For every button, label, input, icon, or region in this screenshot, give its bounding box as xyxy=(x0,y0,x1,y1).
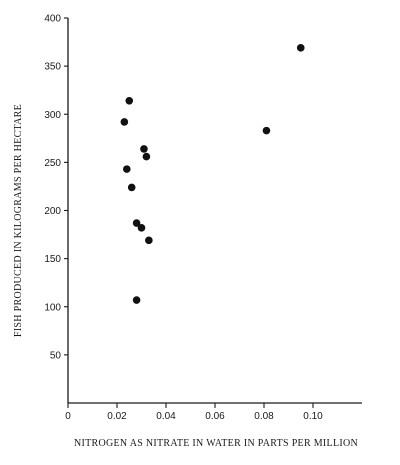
x-tick-label: 0.10 xyxy=(303,411,323,422)
data-point xyxy=(132,219,141,227)
x-axis-ticks: 0 0.02 0.04 0.06 0.08 0.10 xyxy=(65,403,323,422)
y-tick-label: 250 xyxy=(44,158,61,169)
x-tick-label: 0.08 xyxy=(254,411,274,422)
data-point xyxy=(132,296,141,304)
data-point xyxy=(296,44,305,52)
x-axis-label: NITROGEN AS NITRATE IN WATER IN PARTS PE… xyxy=(74,438,358,449)
data-point xyxy=(262,126,271,135)
x-tick-label: 0.04 xyxy=(156,411,176,422)
axes xyxy=(67,18,362,404)
data-point xyxy=(145,236,153,245)
x-tick-label: 0 xyxy=(65,411,71,422)
data-point xyxy=(140,145,148,153)
y-tick-label: 150 xyxy=(44,254,61,265)
data-point xyxy=(123,165,131,173)
x-tick-label: 0.02 xyxy=(107,411,127,422)
y-tick-label: 400 xyxy=(44,14,61,25)
y-tick-label: 100 xyxy=(44,302,61,313)
data-point xyxy=(137,224,146,232)
y-tick-label: 350 xyxy=(44,62,61,73)
y-tick-label: 50 xyxy=(50,350,62,361)
x-tick-label: 0.06 xyxy=(205,411,225,422)
data-point xyxy=(142,152,151,161)
y-tick-label: 300 xyxy=(44,110,61,121)
y-axis-ticks: 50 100 150 200 250 300 350 400 xyxy=(44,14,68,361)
data-points xyxy=(120,44,305,304)
data-point xyxy=(125,96,134,105)
data-point xyxy=(120,118,129,126)
data-point xyxy=(127,183,136,192)
y-axis-label: FISH PRODUCED IN KILOGRAMS PER HECTARE xyxy=(13,104,24,337)
y-tick-label: 200 xyxy=(44,206,61,217)
